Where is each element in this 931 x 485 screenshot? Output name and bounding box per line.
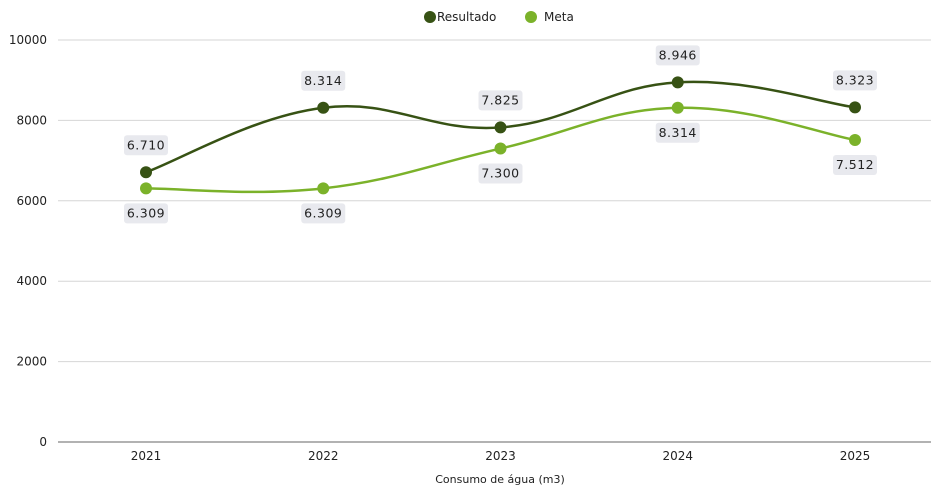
x-tick-label: 2022 [308,449,339,463]
data-point-resultado[interactable] [671,76,684,89]
legend-marker [525,11,537,23]
data-point-resultado[interactable] [494,121,507,134]
data-label-resultado: 8.314 [301,70,346,91]
x-axis-title: Consumo de água (m3) [435,473,565,485]
data-label-meta: 8.314 [655,122,700,143]
data-point-resultado[interactable] [849,101,861,114]
data-label-text: 8.323 [836,72,874,87]
y-tick-label: 8000 [16,113,47,127]
legend-label: Resultado [437,10,496,24]
data-point-meta[interactable] [671,101,684,114]
data-label-text: 7.825 [481,92,519,107]
data-label-text: 6.309 [304,205,342,220]
data-label-background [124,203,168,224]
x-axis-ticks: 2021 2022 2023 2024 2025 [131,449,871,463]
data-labels: 6.710 8.314 7.825 8.946 8.323 6.309 6.309 7.300… [124,45,877,224]
data-label-meta: 7.300 [478,163,523,184]
legend-marker [424,11,436,23]
legend-label: Meta [544,10,574,24]
y-axis-ticks: 0 2000 4000 6000 8000 10000 [9,33,47,449]
data-label-meta: 6.309 [301,203,346,224]
legend: Resultado Meta [424,10,574,24]
data-label-background [478,90,523,111]
series-points [140,76,861,195]
x-tick-label: 2023 [485,449,516,463]
data-point-meta[interactable] [140,182,152,195]
y-tick-label: 6000 [16,194,47,208]
data-label-meta: 6.309 [124,203,168,224]
data-label-background [655,122,700,143]
y-tick-label: 2000 [16,355,47,369]
data-label-background [301,203,346,224]
data-label-background [478,163,523,184]
data-label-text: 6.710 [127,137,165,152]
data-label-background [833,155,877,176]
data-label-text: 7.300 [481,166,519,181]
data-point-resultado[interactable] [140,166,152,179]
y-tick-label: 10000 [9,33,47,47]
legend-item-meta[interactable]: Meta [525,10,574,24]
data-label-text: 8.314 [304,73,342,88]
data-label-background [301,70,346,91]
y-tick-label: 4000 [16,274,47,288]
data-label-resultado: 8.946 [655,45,700,66]
y-tick-label: 0 [39,435,47,449]
x-tick-label: 2025 [840,449,871,463]
data-point-meta[interactable] [317,182,330,195]
data-label-text: 8.314 [659,125,697,140]
data-label-text: 8.946 [659,47,697,62]
grid [58,39,931,443]
data-label-meta: 7.512 [833,155,877,176]
data-label-resultado: 6.710 [124,135,168,156]
data-label-text: 6.309 [127,205,165,220]
x-tick-label: 2024 [662,449,693,463]
data-label-resultado: 7.825 [478,90,523,111]
legend-item-resultado[interactable]: Resultado [424,10,496,24]
data-label-background [655,45,700,66]
data-label-background [124,135,168,156]
x-tick-label: 2021 [131,449,162,463]
data-label-resultado: 8.323 [833,70,877,91]
data-label-background [833,70,877,91]
data-point-resultado[interactable] [317,101,330,114]
data-point-meta[interactable] [849,134,861,147]
data-label-text: 7.512 [836,157,874,172]
data-point-meta[interactable] [494,142,507,155]
